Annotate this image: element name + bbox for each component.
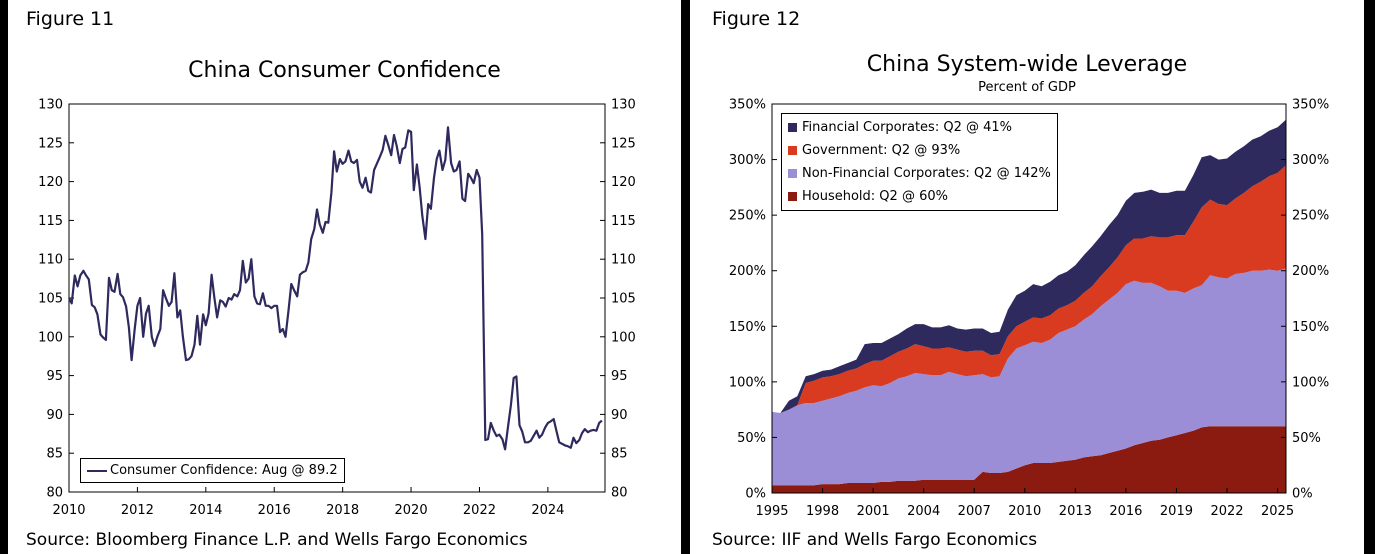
y-tick-label-right: 100	[611, 330, 636, 345]
y-tick-label-right: 200%	[1292, 264, 1329, 279]
y-tick-label-right: 50%	[1292, 431, 1321, 446]
area-household	[772, 426, 1286, 493]
y-tick-label-right: 350%	[1292, 98, 1329, 113]
y-tick-label-left: 80	[46, 486, 63, 501]
y-tick-label-left: 115	[38, 214, 63, 229]
y-tick-label-right: 300%	[1292, 153, 1329, 168]
x-tick-label: 2010	[52, 503, 85, 518]
x-tick-label: 1998	[806, 504, 839, 519]
y-tick-label-left: 95	[46, 369, 63, 384]
figure-12-panel: Figure 12 China System-wide Leverage Per…	[690, 0, 1364, 554]
area-financial-corporates	[772, 119, 1286, 413]
y-tick-label-left: 90	[46, 408, 63, 423]
legend-swatch-non-financial	[788, 169, 797, 178]
leverage-chart: 0% 0% 50% 50% 100% 100% 150% 150% 200% 200% 250% 25…	[729, 98, 1329, 520]
y-tick-label-right: 85	[611, 447, 628, 462]
y-tick-label-right: 90	[611, 408, 628, 423]
y-tick-label-left: 250%	[729, 209, 766, 224]
plot-frame	[68, 103, 606, 493]
legend-line-swatch	[87, 469, 107, 472]
x-tick-label: 2016	[1109, 504, 1142, 519]
y-tick-label-right: 115	[611, 214, 636, 229]
figure-12-label: Figure 12	[712, 8, 801, 30]
y-tick-label-right: 125	[611, 136, 636, 151]
legend-label-non-financial: Non-Financial Corporates: Q2 @ 142%	[802, 166, 1051, 181]
y-tick-label-left: 200%	[729, 264, 766, 279]
x-tick-label: 2019	[1160, 504, 1193, 519]
x-tick-label: 2010	[1008, 504, 1041, 519]
legend-leverage: Financial Corporates: Q2 @ 41% Governmen…	[781, 113, 1058, 211]
y-tick-label-right: 120	[611, 175, 636, 190]
area-government	[772, 165, 1286, 413]
y-tick-label-left: 300%	[729, 153, 766, 168]
y-tick-label-left: 350%	[729, 98, 766, 113]
x-tick-label: 2020	[395, 503, 428, 518]
legend-item-financial-corporates: Financial Corporates: Q2 @ 41%	[782, 116, 1057, 139]
y-tick-label-right: 80	[611, 486, 628, 501]
y-tick-label-right: 110	[611, 253, 636, 268]
y-tick-label-left: 120	[38, 175, 63, 190]
x-tick-label: 2004	[907, 504, 940, 519]
legend-swatch-household	[788, 192, 797, 201]
y-tick-label-left: 0%	[745, 487, 766, 502]
plot-frame	[771, 103, 1287, 494]
y-tick-label-right: 100%	[1292, 375, 1329, 390]
y-tick-label-right: 105	[611, 292, 636, 307]
figure-11-label: Figure 11	[26, 8, 115, 30]
x-tick-label: 1995	[755, 504, 788, 519]
y-tick-label-right: 130	[611, 98, 636, 113]
figure-12-source: Source: IIF and Wells Fargo Economics	[712, 530, 1038, 550]
x-tick-label: 2018	[326, 503, 359, 518]
x-tick-label: 2001	[857, 504, 890, 519]
x-tick-label: 2022	[463, 503, 496, 518]
figure-11-panel: Figure 11 China Consumer Confidence 80 80…	[8, 0, 681, 554]
x-tick-label: 2025	[1261, 504, 1294, 519]
legend-item-consumer-confidence: Consumer Confidence: Aug @ 89.2	[81, 459, 344, 482]
legend-consumer-confidence: Consumer Confidence: Aug @ 89.2	[80, 458, 345, 483]
series-line-consumer-confidence	[68, 126, 603, 451]
y-tick-label-left: 125	[38, 136, 63, 151]
y-tick-label-right: 250%	[1292, 209, 1329, 224]
x-tick-label: 2024	[531, 503, 564, 518]
y-tick-label-right: 150%	[1292, 320, 1329, 335]
x-tick-label: 2022	[1210, 504, 1243, 519]
chart-title-leverage: China System-wide Leverage	[866, 52, 1188, 77]
x-tick-label: 2016	[258, 503, 291, 518]
y-tick-label-left: 105	[38, 292, 63, 307]
consumer-confidence-chart: 80 80 85 85 90 90 95 95 100 100 105 105 110 110 115 115…	[38, 98, 636, 519]
y-tick-label-right: 0%	[1292, 487, 1313, 502]
y-tick-label-left: 150%	[729, 320, 766, 335]
legend-item-non-financial-corporates: Non-Financial Corporates: Q2 @ 142%	[782, 162, 1057, 185]
legend-item-government: Government: Q2 @ 93%	[782, 139, 1057, 162]
y-tick-label-left: 130	[38, 98, 63, 113]
legend-swatch-government	[788, 146, 797, 155]
chart-title-consumer-confidence: China Consumer Confidence	[188, 58, 501, 83]
legend-label-financial: Financial Corporates: Q2 @ 41%	[802, 120, 1012, 135]
y-tick-label-left: 100%	[729, 375, 766, 390]
y-tick-label-left: 50%	[737, 431, 766, 446]
chart-subtitle-leverage: Percent of GDP	[978, 80, 1076, 95]
y-tick-label-left: 110	[38, 253, 63, 268]
figure-11-source: Source: Bloomberg Finance L.P. and Wells…	[26, 530, 528, 550]
x-tick-label: 2007	[958, 504, 991, 519]
y-tick-label-left: 85	[46, 447, 63, 462]
y-tick-label-left: 100	[38, 330, 63, 345]
legend-label-consumer-confidence: Consumer Confidence: Aug @ 89.2	[110, 463, 338, 478]
legend-label-government: Government: Q2 @ 93%	[802, 143, 961, 158]
x-tick-label: 2013	[1059, 504, 1092, 519]
legend-label-household: Household: Q2 @ 60%	[802, 189, 948, 204]
legend-swatch-financial	[788, 123, 797, 132]
x-tick-label: 2012	[121, 503, 154, 518]
x-tick-label: 2014	[189, 503, 222, 518]
area-non-financial-corporates	[772, 268, 1286, 486]
y-tick-label-right: 95	[611, 369, 628, 384]
legend-item-household: Household: Q2 @ 60%	[782, 185, 1057, 208]
